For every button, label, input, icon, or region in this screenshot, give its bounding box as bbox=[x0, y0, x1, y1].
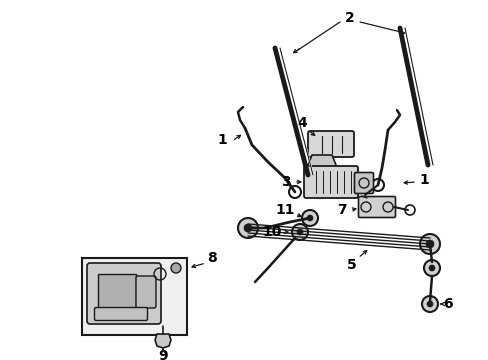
Text: 3: 3 bbox=[281, 175, 290, 189]
Text: 7: 7 bbox=[337, 203, 346, 217]
Circle shape bbox=[426, 301, 432, 307]
Text: 1: 1 bbox=[418, 173, 428, 187]
Circle shape bbox=[171, 263, 181, 273]
Text: 6: 6 bbox=[442, 297, 452, 311]
Text: 1: 1 bbox=[217, 133, 226, 147]
Circle shape bbox=[244, 224, 251, 232]
Circle shape bbox=[428, 265, 434, 271]
Circle shape bbox=[306, 215, 312, 221]
Circle shape bbox=[291, 224, 307, 240]
Text: 10: 10 bbox=[262, 225, 281, 239]
FancyBboxPatch shape bbox=[358, 197, 395, 217]
Text: 4: 4 bbox=[297, 116, 306, 130]
Text: 9: 9 bbox=[158, 349, 167, 360]
FancyBboxPatch shape bbox=[304, 166, 357, 198]
Bar bbox=[98, 274, 136, 309]
Polygon shape bbox=[307, 155, 335, 175]
Circle shape bbox=[423, 260, 439, 276]
Text: 8: 8 bbox=[207, 251, 217, 265]
Circle shape bbox=[419, 234, 439, 254]
Text: 5: 5 bbox=[346, 258, 356, 272]
Text: 11: 11 bbox=[275, 203, 294, 217]
Circle shape bbox=[296, 229, 303, 235]
Bar bbox=[82, 258, 186, 335]
Text: 2: 2 bbox=[345, 11, 354, 25]
Polygon shape bbox=[155, 334, 171, 348]
Circle shape bbox=[238, 218, 258, 238]
FancyBboxPatch shape bbox=[354, 172, 373, 194]
FancyBboxPatch shape bbox=[87, 263, 161, 324]
Circle shape bbox=[425, 240, 433, 248]
Circle shape bbox=[302, 210, 317, 226]
Circle shape bbox=[421, 296, 437, 312]
FancyBboxPatch shape bbox=[94, 307, 147, 320]
FancyBboxPatch shape bbox=[136, 276, 156, 308]
FancyBboxPatch shape bbox=[307, 131, 353, 157]
